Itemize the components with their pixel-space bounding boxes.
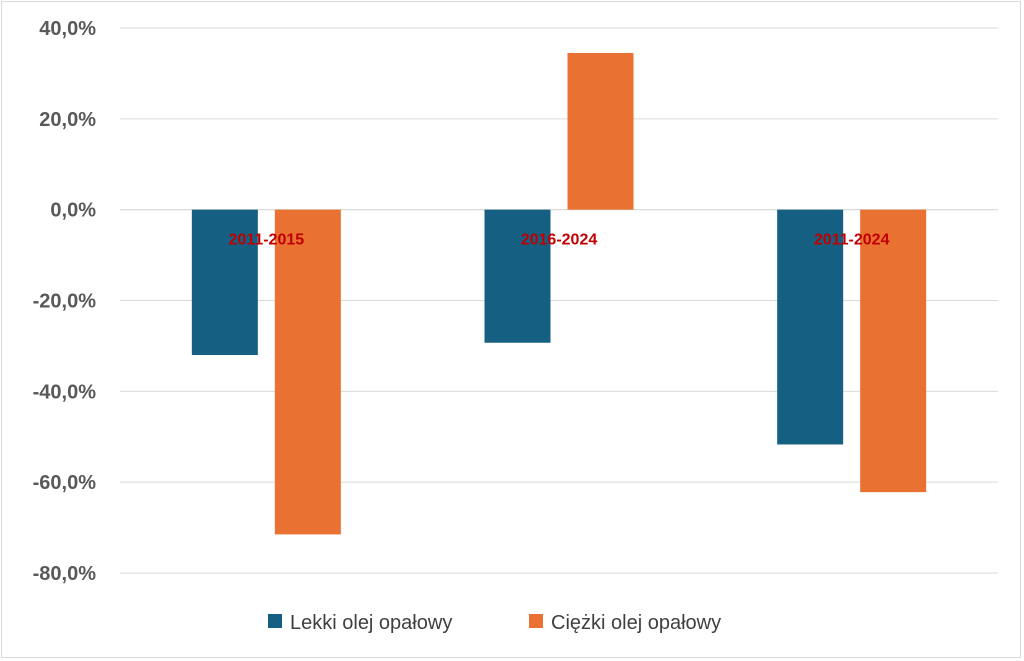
bar-ciezki-1 [567,52,634,210]
y-tick-label: 20,0% [39,109,96,131]
category-label: 2011-2024 [814,232,890,249]
y-tick-label: 0,0% [50,200,96,222]
category-label: 2016-2024 [521,232,598,249]
y-tick-label: 40,0% [39,18,96,40]
bar-lekki-0 [191,209,258,355]
y-axis-tick-labels: 40,0% 20,0% 0,0% -20,0% -40,0% -60,0% -80,0% [33,18,97,585]
legend-label-lekki: Lekki olej opałowy [290,612,452,634]
legend-swatch-ciezki [529,614,543,628]
bars [191,52,927,535]
bar-lekki-2 [777,209,844,445]
category-label: 2011-2015 [229,232,305,249]
y-tick-label: -40,0% [33,381,97,403]
bar-ciezki-2 [860,209,927,493]
bar-ciezki-0 [274,209,341,535]
y-tick-label: -60,0% [33,472,97,494]
y-tick-label: -20,0% [33,291,97,313]
bar-lekki-1 [484,209,551,343]
legend-swatch-lekki [268,614,282,628]
y-tick-label: -80,0% [33,563,97,585]
gridlines [120,27,998,574]
legend-label-ciezki: Ciężki olej opałowy [551,612,721,634]
category-labels: 2011-2015 2016-2024 2011-2024 [229,232,890,249]
legend: Lekki olej opałowy Ciężki olej opałowy [268,612,721,634]
